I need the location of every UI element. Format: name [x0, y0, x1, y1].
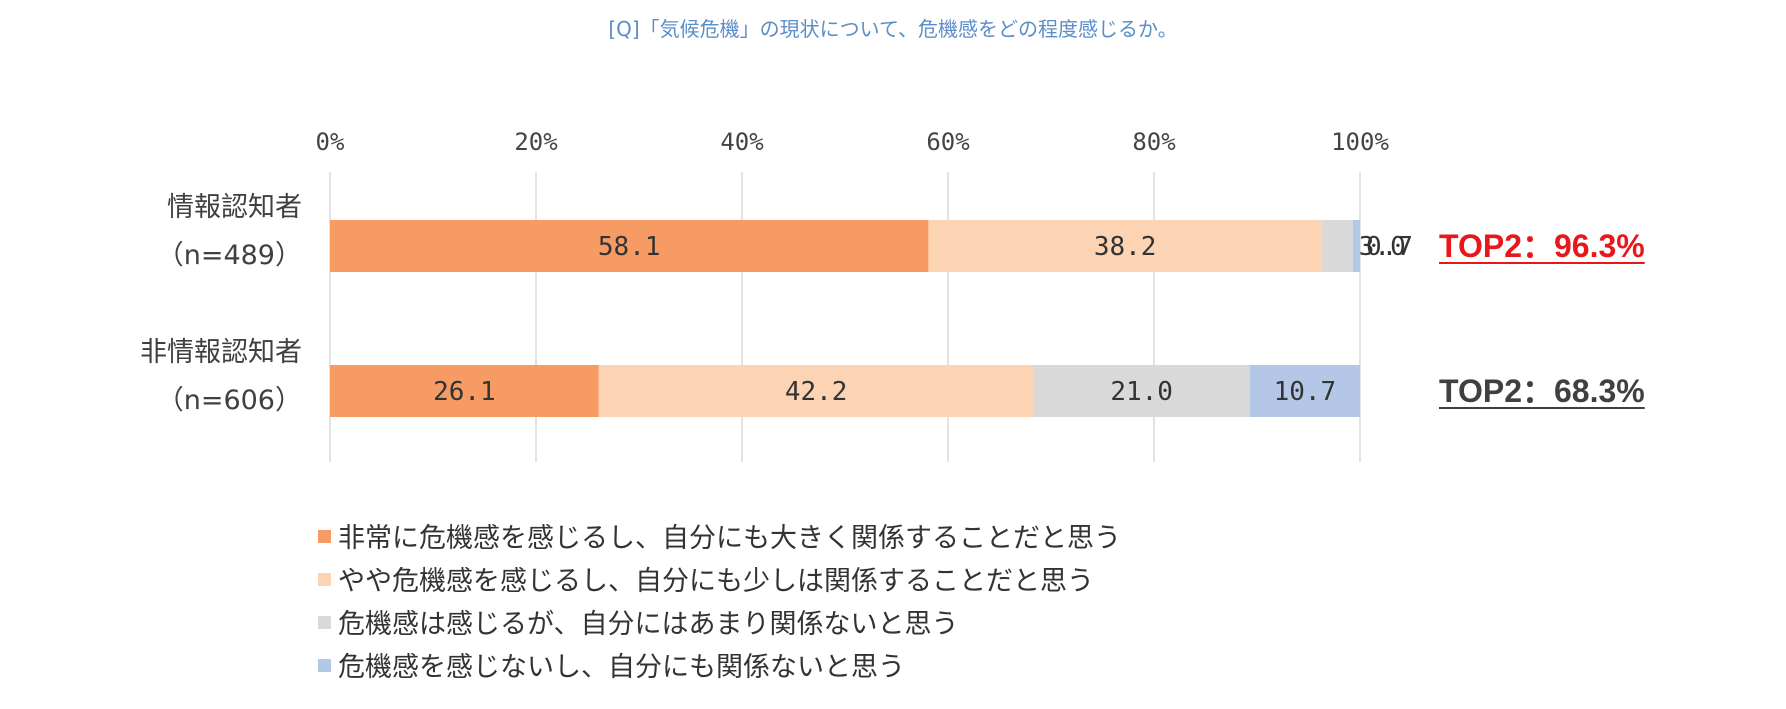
legend-swatch — [318, 616, 331, 629]
data-label: 10.7 — [1274, 377, 1337, 407]
x-tick-label: 0% — [316, 128, 345, 156]
x-tick-label: 40% — [720, 128, 764, 156]
legend-swatch — [318, 659, 331, 672]
category-label: 情報認知者 — [167, 192, 302, 223]
data-label: 38.2 — [1094, 232, 1157, 262]
legend-label: 危機感を感じないし、自分にも関係ないと思う — [338, 652, 905, 683]
data-label: 42.2 — [785, 377, 848, 407]
bar-segment — [928, 220, 1322, 272]
bars — [330, 220, 1360, 417]
data-label: 58.1 — [598, 232, 661, 262]
x-axis-ticks: 0% 20% 40% 60% 80% 100% — [316, 128, 1390, 156]
legend: 非常に危機感を感じるし、自分にも大きく関係することだと思うやや危機感を感じるし、… — [318, 523, 1121, 683]
top2-label: TOP2：96.3% — [1439, 228, 1645, 264]
legend-label: 非常に危機感を感じるし、自分にも大きく関係することだと思う — [338, 523, 1121, 554]
x-tick-label: 20% — [514, 128, 558, 156]
legend-swatch — [318, 530, 331, 543]
chart-title: [Q]「気候危機」の現状について、危機感をどの程度感じるか。 — [608, 17, 1177, 41]
category-label: 非情報認知者 — [140, 337, 302, 368]
data-label: 26.1 — [433, 377, 496, 407]
x-tick-label: 100% — [1331, 128, 1389, 156]
legend-label: 危機感は感じるが、自分にはあまり関係ないと思う — [338, 609, 958, 640]
data-label: 21.0 — [1110, 377, 1173, 407]
gridlines — [329, 172, 1361, 462]
bar-segment — [1352, 220, 1360, 272]
x-tick-label: 80% — [1132, 128, 1176, 156]
data-label: 3.0 — [1359, 232, 1406, 262]
bar-segment — [1321, 220, 1353, 272]
bar-segment — [330, 365, 599, 417]
data-label: 0.7 — [1366, 232, 1413, 262]
category-labels: 情報認知者 （n=489） 非情報認知者 （n=606） — [140, 192, 302, 416]
bar-segment — [598, 365, 1034, 417]
top2-annotations: TOP2：96.3% TOP2：68.3% — [1439, 228, 1645, 409]
bar-segment — [1249, 365, 1360, 417]
bar-segment — [330, 220, 929, 272]
legend-swatch — [318, 573, 331, 586]
category-sample-size: （n=489） — [157, 240, 302, 271]
data-labels: 58.1 38.2 3.00.7 26.1 42.2 21.0 10.7 — [433, 232, 1413, 407]
legend-label: やや危機感を感じるし、自分にも少しは関係することだと思う — [338, 566, 1094, 597]
x-tick-label: 60% — [926, 128, 970, 156]
top2-label: TOP2：68.3% — [1439, 373, 1645, 409]
bar-segment — [1033, 365, 1250, 417]
category-sample-size: （n=606） — [157, 385, 302, 416]
